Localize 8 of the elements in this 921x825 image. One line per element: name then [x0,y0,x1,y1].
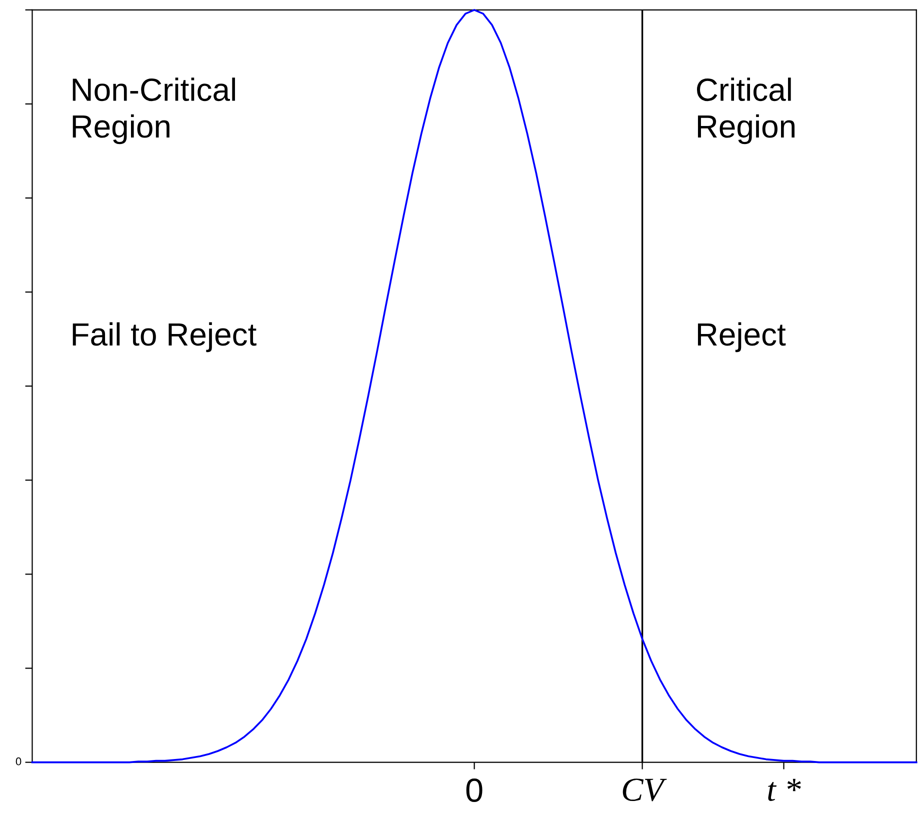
text: 0 [16,757,22,766]
x-tick-label: CV [622,778,667,802]
annotation: Non-Critical Region [72,78,235,144]
x-tick-label: 0 [466,778,482,802]
annotation: Critical Region [696,78,795,144]
annotation: Reject [698,322,786,352]
x-tick-label: t * [768,778,801,802]
annotation: Fail to Reject [72,322,256,352]
